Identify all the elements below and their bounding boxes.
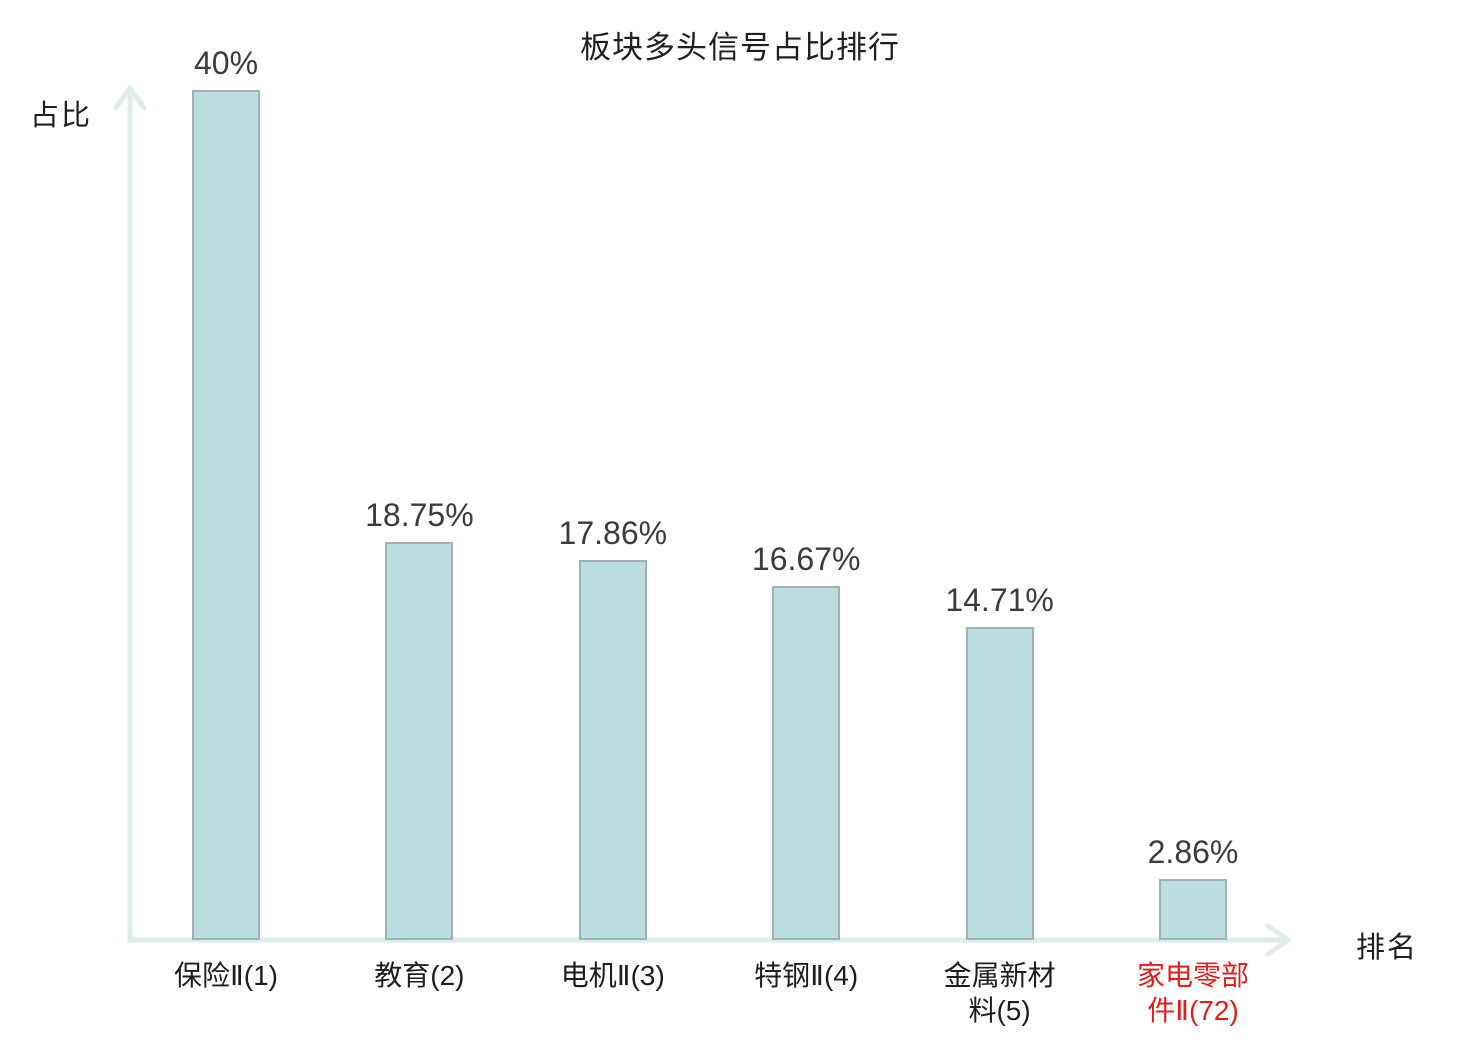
x-axis-label: 排名	[1356, 932, 1419, 964]
bar-value-label: 17.86%	[558, 515, 668, 551]
bar	[965, 627, 1034, 940]
x-axis-arrow	[127, 923, 1291, 957]
bar-value-label: 2.86%	[1147, 834, 1239, 870]
y-axis-arrow	[113, 85, 147, 943]
bar-value-label: 14.71%	[945, 582, 1054, 618]
bar-value-label: 40%	[193, 45, 259, 81]
bar	[385, 542, 454, 940]
bar-value-label: 16.67%	[751, 541, 861, 577]
bar-value-label: 18.75%	[365, 497, 474, 533]
bar-category-label: 特钢Ⅱ(4)	[754, 960, 859, 991]
bar	[192, 90, 260, 940]
bar-category-label: 电机Ⅱ(3)	[560, 960, 665, 991]
bar	[578, 560, 647, 940]
bar	[772, 586, 841, 940]
bar-category-label: 教育(2)	[374, 960, 465, 991]
bar-category-label: 金属新材 料(5)	[943, 960, 1056, 1026]
bar	[1159, 879, 1227, 940]
y-axis-label: 占比	[30, 100, 93, 132]
chart-title: 板块多头信号占比排行	[580, 30, 900, 65]
bar-category-label: 保险Ⅱ(1)	[173, 960, 278, 991]
bar-category-label: 家电零部 件Ⅱ(72)	[1136, 960, 1249, 1026]
